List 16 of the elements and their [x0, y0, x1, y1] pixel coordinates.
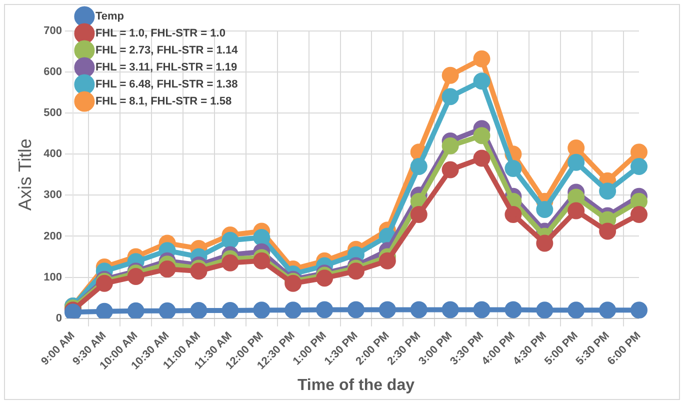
- legend-label: FHL = 3.11, FHL-STR = 1.19: [95, 62, 238, 74]
- legend-label: Temp: [95, 10, 124, 23]
- y-tick-label: 200: [44, 230, 62, 242]
- y-tick-label: 0: [56, 312, 62, 324]
- legend-label: FHL = 2.73, FHL-STR = 1.14: [95, 44, 239, 57]
- legend-label: FHL = 8.1, FHL-STR = 1.58: [95, 96, 232, 108]
- y-tick-label: 400: [44, 148, 62, 160]
- y-tick-label: 100: [44, 271, 62, 284]
- y-tick-label: 300: [44, 189, 62, 202]
- y-tick-label: 500: [44, 107, 62, 120]
- legend-label: FHL = 6.48, FHL-STR = 1.38: [95, 78, 238, 91]
- y-tick-label: 700: [44, 25, 62, 38]
- y-tick-label: 600: [44, 66, 62, 78]
- legend-label: FHL = 1.0, FHL-STR = 1.0: [95, 28, 226, 40]
- x-axis-title: Time of the day: [297, 376, 415, 394]
- y-axis-title: Axis Title: [14, 138, 35, 211]
